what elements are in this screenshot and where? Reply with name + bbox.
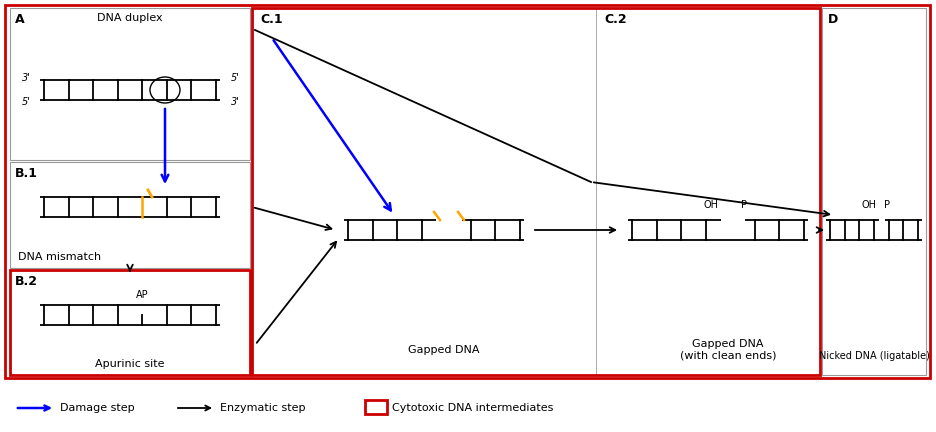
- Text: C.2: C.2: [604, 13, 626, 26]
- Text: 3': 3': [22, 73, 31, 83]
- Text: AP: AP: [136, 290, 148, 301]
- Text: (with clean ends): (with clean ends): [680, 351, 776, 361]
- Bar: [10, 162, 250, 268]
- Bar: [822, 8, 926, 375]
- Text: Gapped DNA: Gapped DNA: [693, 339, 764, 349]
- Text: Enzymatic step: Enzymatic step: [220, 403, 305, 413]
- Bar: [5, 5, 930, 378]
- Text: OH: OH: [862, 200, 877, 210]
- Text: P: P: [884, 200, 890, 210]
- Bar: [10, 270, 250, 375]
- Text: Nicked DNA (ligatable): Nicked DNA (ligatable): [819, 351, 929, 361]
- Text: P: P: [741, 200, 747, 210]
- Text: 5': 5': [231, 73, 240, 83]
- Text: C.1: C.1: [260, 13, 283, 26]
- Bar: [10, 8, 250, 160]
- Text: DNA duplex: DNA duplex: [97, 13, 163, 23]
- Text: Cytotoxic DNA intermediates: Cytotoxic DNA intermediates: [392, 403, 553, 413]
- Text: Gapped DNA: Gapped DNA: [408, 345, 480, 355]
- Bar: [252, 8, 820, 375]
- Text: 5': 5': [22, 97, 31, 107]
- Text: OH: OH: [704, 200, 719, 210]
- Text: D: D: [828, 13, 839, 26]
- Text: B.1: B.1: [15, 167, 38, 180]
- Text: A: A: [15, 13, 24, 26]
- Text: 3': 3': [231, 97, 240, 107]
- Text: DNA mismatch: DNA mismatch: [18, 252, 101, 262]
- Bar: [365, 400, 387, 414]
- Text: B.2: B.2: [15, 275, 38, 288]
- Text: Apurinic site: Apurinic site: [95, 359, 165, 369]
- Text: Damage step: Damage step: [60, 403, 135, 413]
